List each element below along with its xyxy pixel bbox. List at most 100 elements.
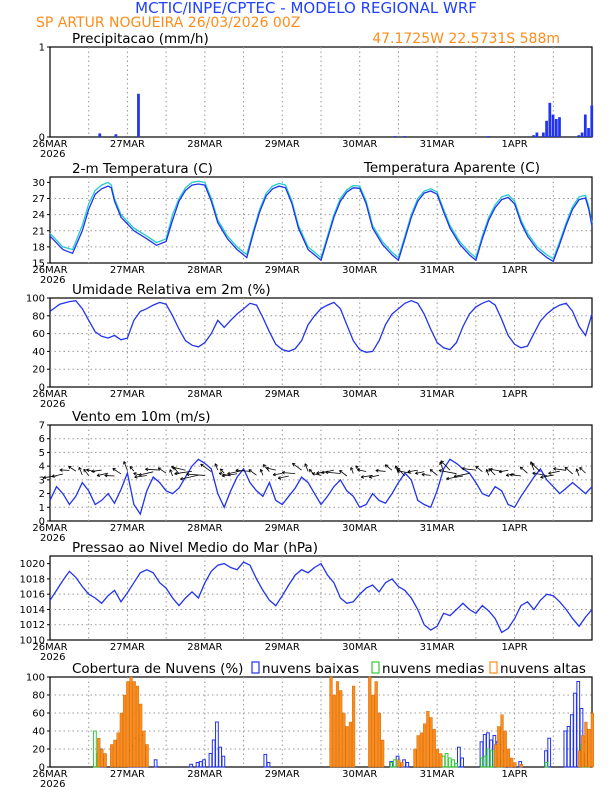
wind-arrow-head xyxy=(220,468,224,472)
y-tick-label: 0 xyxy=(39,133,45,144)
wind-arrow xyxy=(548,470,560,474)
cloud-bar-2 xyxy=(397,759,401,768)
x-year-label: 2026 xyxy=(40,533,65,544)
precip-bar xyxy=(551,114,555,137)
cloud-bar-1 xyxy=(393,759,397,768)
y-tick-label: 20 xyxy=(32,745,45,756)
x-tick-label: 29MAR xyxy=(265,769,300,780)
panel-title: Umidade Relativa em 2m (%) xyxy=(72,282,271,298)
wind-arrow-head xyxy=(292,462,296,467)
cloud-bar-2 xyxy=(503,730,507,768)
wind-arrow xyxy=(138,471,154,476)
cloud-bar-2 xyxy=(413,748,417,768)
cloud-bar-2 xyxy=(432,729,436,768)
wind-arrow-head xyxy=(265,466,270,471)
cloud-bar-2 xyxy=(374,681,378,768)
cloud-bar-1 xyxy=(444,753,449,768)
panel-title: 2-m Temperatura (C) xyxy=(72,161,213,177)
precip-bar xyxy=(548,102,552,137)
wind-arrow xyxy=(129,466,135,472)
cloud-bar-0 xyxy=(202,759,206,768)
wind-arrow-head xyxy=(505,473,510,477)
wind-arrow-head xyxy=(145,467,149,472)
cloud-bar-2 xyxy=(426,711,430,768)
wind-arrow-head xyxy=(96,473,101,477)
wind-arrow xyxy=(266,467,276,471)
x-tick-label: 1APR xyxy=(501,642,527,653)
wind-arrow-head xyxy=(59,468,63,472)
wind-arrow xyxy=(96,472,109,477)
x-tick-label: 30MAR xyxy=(342,389,377,400)
cloud-bar-2 xyxy=(110,744,114,768)
cloud-bar-2 xyxy=(142,730,146,768)
wind-arrow-head xyxy=(489,467,493,472)
header-location: 47.1725W 22.5731S 588m xyxy=(372,31,560,47)
cloud-bar-2 xyxy=(342,712,346,768)
precip-bar xyxy=(545,120,548,137)
legend-label: nuvens altas xyxy=(500,661,586,677)
cloud-bar-2 xyxy=(581,735,585,768)
cloud-bar-2 xyxy=(416,735,420,768)
x-tick-label: 27MAR xyxy=(110,265,145,276)
y-tick-label: 80 xyxy=(32,311,45,322)
wind-arrow xyxy=(112,468,122,475)
cloud-bar-2 xyxy=(513,762,517,768)
cloud-bar-2 xyxy=(497,726,501,768)
precip-bar xyxy=(393,136,397,137)
wind-arrow xyxy=(486,469,490,476)
cloud-bar-0 xyxy=(569,714,574,768)
wind-arrow xyxy=(509,474,522,477)
cloud-bar-2 xyxy=(577,750,582,768)
wind-arrow xyxy=(446,475,464,480)
wind-arrow xyxy=(272,473,283,476)
cloud-bar-1 xyxy=(483,755,488,768)
wind-arrow-head xyxy=(438,469,442,473)
cloud-bar-0 xyxy=(221,755,226,768)
cloud-bar-2 xyxy=(113,739,117,768)
wind-arrow-head xyxy=(540,475,544,479)
precip-bar xyxy=(114,134,118,137)
y-tick-label: 1012 xyxy=(20,620,45,631)
panel-title: Precipitacao (mm/h) xyxy=(72,31,209,47)
wind-arrow-head xyxy=(579,467,583,471)
panel-1: 26MAR 27MAR 28MAR 29MAR 30MAR 31MAR 1APR 2026 15… xyxy=(32,160,593,286)
wind-arrow-head xyxy=(304,463,308,467)
legend-label: nuvens medias xyxy=(382,661,484,677)
cloud-bar-0 xyxy=(153,759,158,768)
wind-arrow-head xyxy=(104,473,108,478)
cloud-bar-0 xyxy=(195,762,200,768)
legend-swatch xyxy=(251,661,260,674)
wind-arrow-head xyxy=(339,469,343,474)
panel-4: 26MAR 27MAR 28MAR 29MAR 30MAR 31MAR 1APR 2026 10… xyxy=(20,540,593,663)
wind-arrow xyxy=(540,474,554,478)
wind-arrow xyxy=(282,472,296,475)
wind-arrow-head xyxy=(475,465,479,470)
cloud-bar-1 xyxy=(486,748,491,768)
wind-arrow-head xyxy=(248,469,252,473)
wind-arrow-head xyxy=(174,471,178,476)
wind-arrow xyxy=(51,473,63,477)
wind-arrow-head xyxy=(180,476,184,481)
wind-arrow-head xyxy=(369,475,373,479)
x-tick-label: 28MAR xyxy=(187,769,222,780)
wind-arrow-head xyxy=(272,472,277,477)
wind-arrow-head xyxy=(485,468,490,473)
wind-arrow-head xyxy=(429,469,434,473)
cloud-bar-2 xyxy=(126,681,130,768)
cloud-bar-2 xyxy=(500,714,504,768)
x-year-label: 2026 xyxy=(40,275,65,286)
cloud-bar-2 xyxy=(439,753,443,768)
x-tick-label: 27MAR xyxy=(110,769,145,780)
wind-arrow xyxy=(532,472,547,476)
wind-arrow xyxy=(158,467,167,474)
wind-arrow-head xyxy=(86,468,90,472)
y-tick-label: 6 xyxy=(39,434,45,445)
wind-arrow-head xyxy=(350,467,354,471)
wind-arrow xyxy=(553,468,567,471)
cloud-bar-1 xyxy=(544,762,549,768)
x-tick-label: 29MAR xyxy=(265,389,300,400)
wind-arrow xyxy=(397,467,406,477)
precip-bar xyxy=(587,128,590,137)
y-tick-label: 2 xyxy=(39,489,45,500)
panel-5: 26MAR 27MAR 28MAR 29MAR 30MAR 31MAR 1APR 2026 0 2… xyxy=(26,661,594,790)
